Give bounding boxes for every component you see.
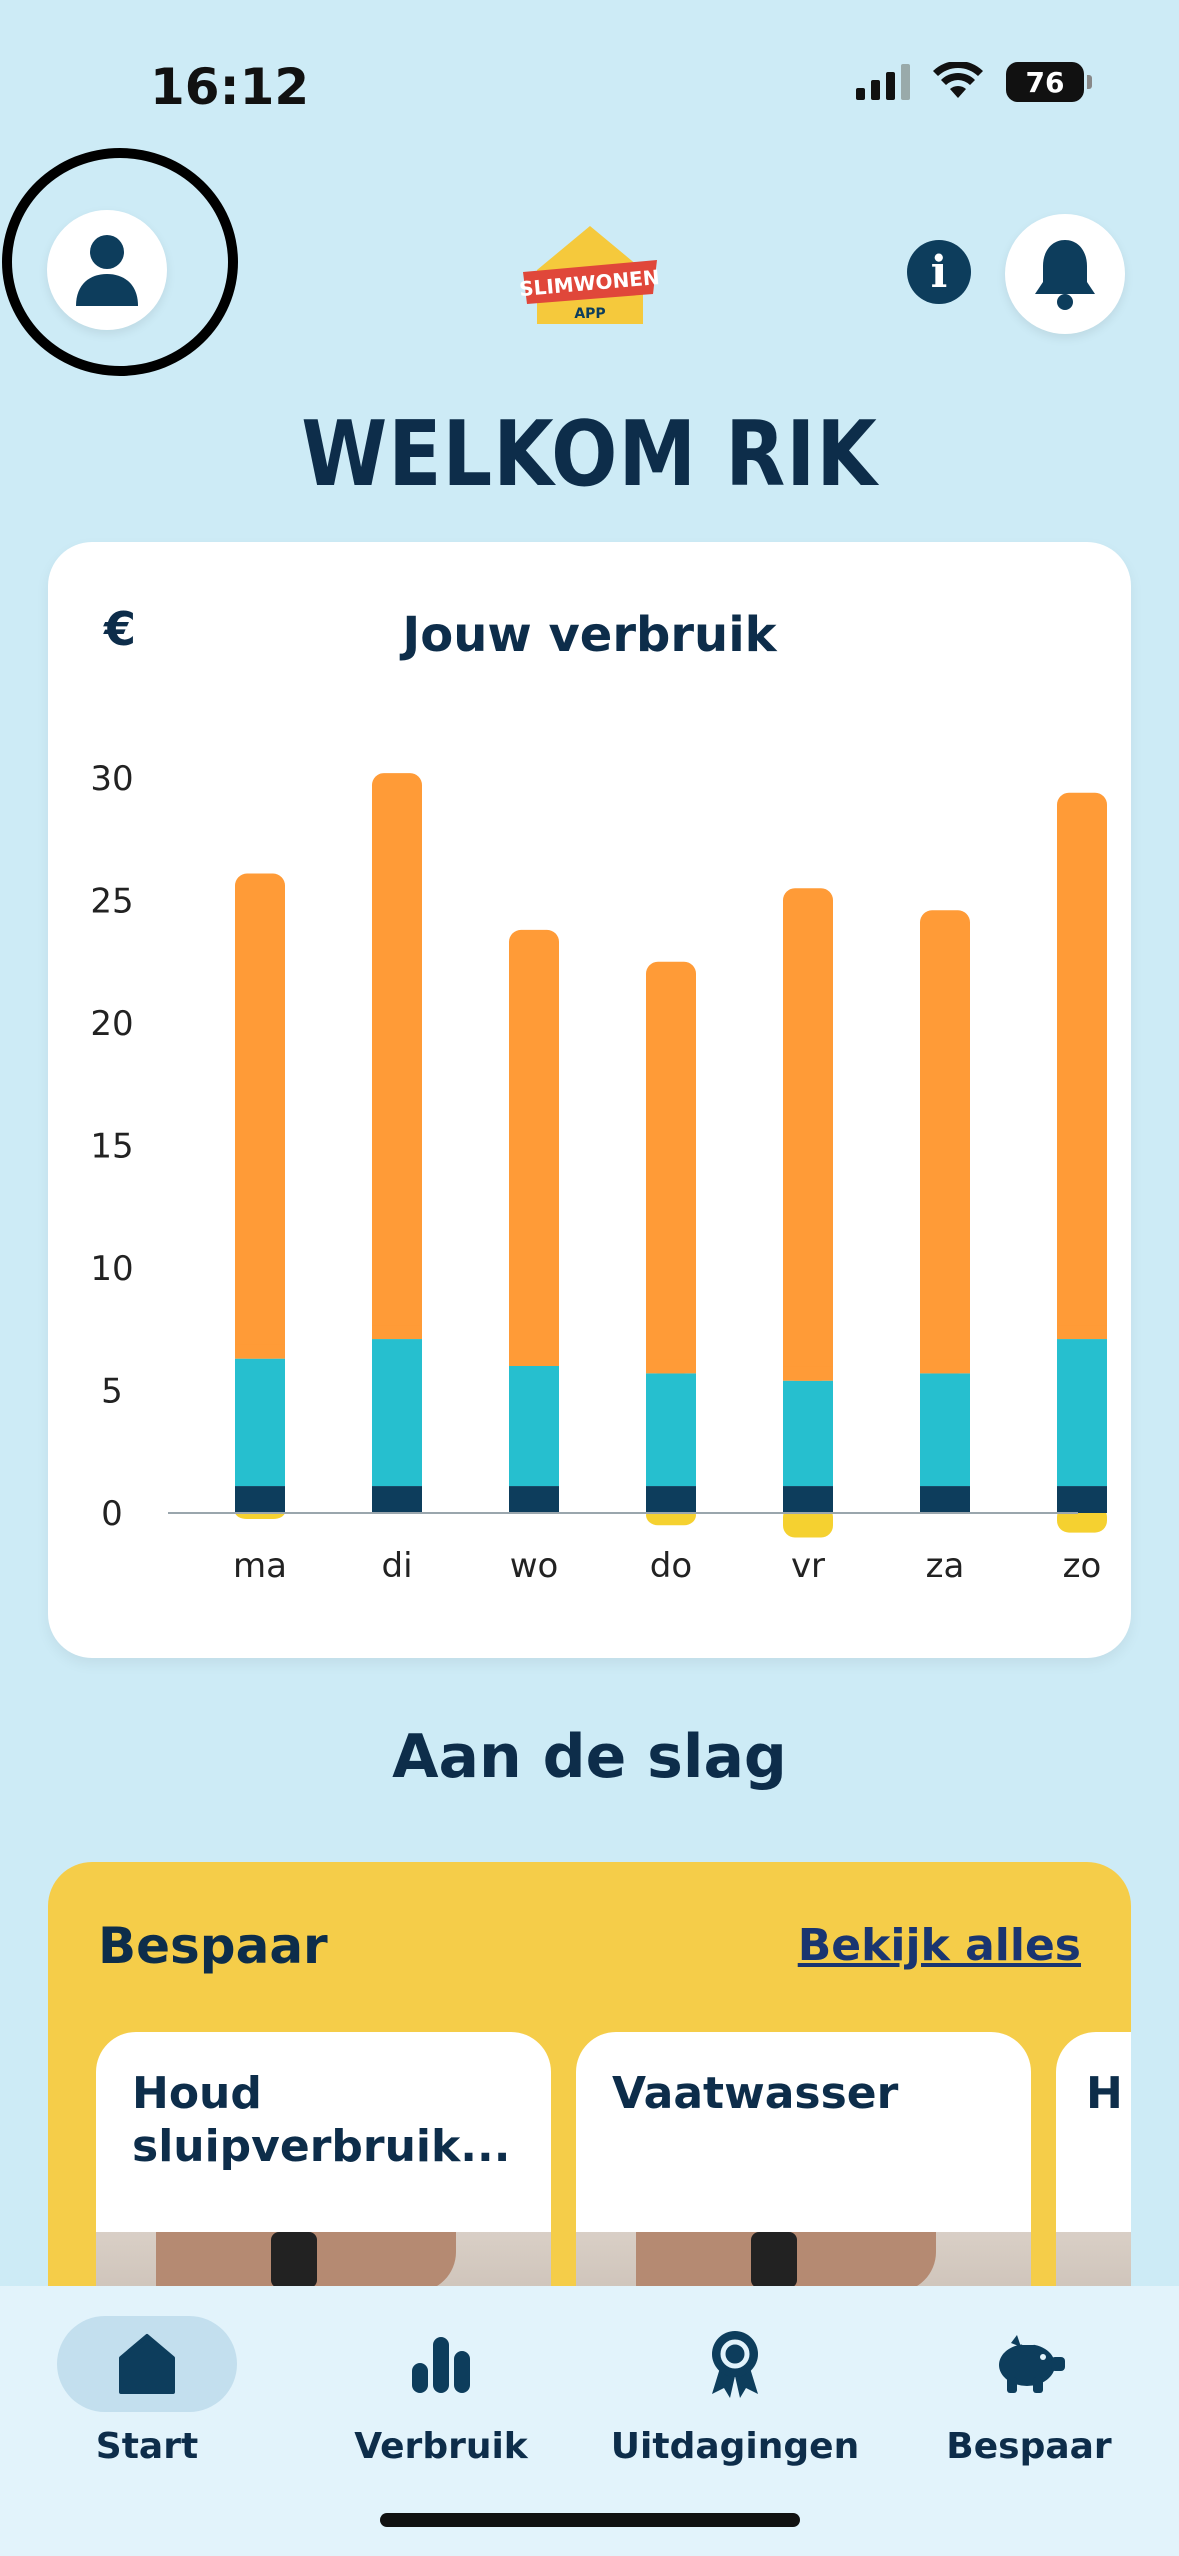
bar-segment-fill	[783, 1366, 833, 1381]
nav-label: Bespaar	[946, 2426, 1112, 2467]
nav-label: Uitdagingen	[610, 2426, 860, 2467]
tip-title: H w	[1086, 2068, 1131, 2119]
slimwonen-logo: SLIMWONEN APP	[515, 220, 665, 330]
nav-uitdagingen[interactable]: Uitdagingen	[588, 2316, 882, 2467]
x-tick-label: ma	[233, 1546, 287, 1586]
bar-segment-fill	[235, 1344, 285, 1359]
bar-segment[interactable]	[509, 1486, 559, 1513]
bar-segment[interactable]	[235, 873, 285, 1359]
bar-segment-fill	[646, 1359, 696, 1374]
bespaar-title: Bespaar	[98, 1917, 328, 1975]
nav-label: Verbruik	[354, 2426, 528, 2467]
usage-chart-card[interactable]: € Jouw verbruik 0 5 10 15 20 25 30 ma di wo do vr za…	[48, 542, 1131, 1658]
bar-segment[interactable]	[920, 1373, 970, 1487]
bar-segment[interactable]	[509, 1366, 559, 1487]
y-tick-label: 20	[90, 1004, 133, 1044]
user-icon	[76, 235, 138, 306]
piggy-bank-icon	[999, 2335, 1065, 2393]
bar-segment[interactable]	[372, 1339, 422, 1487]
bar-segment[interactable]	[920, 910, 970, 1374]
nav-label: Start	[95, 2426, 199, 2467]
status-icons: 76	[856, 62, 1092, 102]
x-tick-label: zo	[1063, 1546, 1102, 1586]
y-tick-label: 0	[101, 1494, 123, 1534]
tip-title: Houd sluipverbruik...	[132, 2068, 511, 2172]
nav-start[interactable]: Start	[0, 2316, 294, 2467]
battery-level: 76	[1025, 65, 1065, 99]
y-tick-label: 25	[90, 882, 133, 922]
battery-icon: 76	[1006, 62, 1092, 102]
home-indicator	[380, 2513, 800, 2527]
x-tick-label: di	[381, 1546, 412, 1586]
signal-icon	[856, 64, 910, 100]
bar-segment[interactable]	[1057, 1486, 1107, 1513]
y-tick-label: 15	[90, 1127, 133, 1167]
y-tick-label: 30	[90, 759, 133, 799]
welcome-title: WELKOM RIK	[301, 403, 878, 507]
highlight-circle	[2, 148, 238, 376]
profile-button[interactable]	[47, 210, 167, 330]
bar-segment[interactable]	[646, 1373, 696, 1487]
home-icon	[119, 2334, 175, 2394]
bar-segment-fill	[1057, 1325, 1107, 1340]
tip-title: Vaatwasser	[612, 2068, 899, 2119]
y-tick-label: 5	[101, 1372, 123, 1412]
bar-segment[interactable]	[646, 1486, 696, 1513]
bar-chart-icon	[412, 2337, 470, 2393]
section-title: Aan de slag	[392, 1722, 787, 1792]
info-button[interactable]: i	[907, 240, 971, 304]
bell-icon	[1035, 240, 1095, 310]
y-tick-label: 10	[90, 1249, 133, 1289]
bar-segment[interactable]	[646, 961, 696, 1374]
view-all-link[interactable]: Bekijk alles	[797, 1920, 1081, 1971]
info-icon: i	[930, 246, 948, 298]
wifi-icon	[933, 62, 983, 98]
chart-title: Jouw verbruik	[402, 607, 777, 663]
bar-segment[interactable]	[920, 1486, 970, 1513]
bar-segment-fill	[372, 1325, 422, 1340]
bar-segment[interactable]	[1057, 792, 1107, 1340]
nav-verbruik[interactable]: Verbruik	[294, 2316, 588, 2467]
bar-segment[interactable]	[783, 1380, 833, 1487]
x-tick-label: do	[650, 1546, 692, 1586]
bar-segment[interactable]	[1057, 1339, 1107, 1487]
currency-toggle[interactable]: €	[104, 602, 137, 656]
bar-segment-fill	[509, 1352, 559, 1366]
bar-segment[interactable]	[509, 929, 559, 1366]
bar-segment-fill	[920, 1359, 970, 1374]
usage-bar-chart: 0 5 10 15 20 25 30 ma di wo do vr za zo	[90, 759, 1107, 1586]
x-tick-label: za	[926, 1546, 965, 1586]
bar-segment[interactable]	[783, 888, 833, 1381]
bar-segment[interactable]	[235, 1486, 285, 1513]
notifications-button[interactable]	[1005, 214, 1125, 334]
x-tick-label: vr	[791, 1546, 825, 1586]
logo-subtext: APP	[574, 306, 605, 322]
bar-segment[interactable]	[372, 1486, 422, 1513]
nav-bespaar[interactable]: Bespaar	[882, 2316, 1176, 2467]
bar-segment[interactable]	[235, 1358, 285, 1487]
bottom-nav: Start Verbruik Uitdagingen	[0, 2286, 1179, 2556]
award-icon	[712, 2331, 758, 2398]
bar-segment[interactable]	[783, 1486, 833, 1513]
status-time: 16:12	[150, 58, 310, 116]
x-tick-label: wo	[510, 1546, 559, 1586]
bar-segment[interactable]	[372, 773, 422, 1340]
